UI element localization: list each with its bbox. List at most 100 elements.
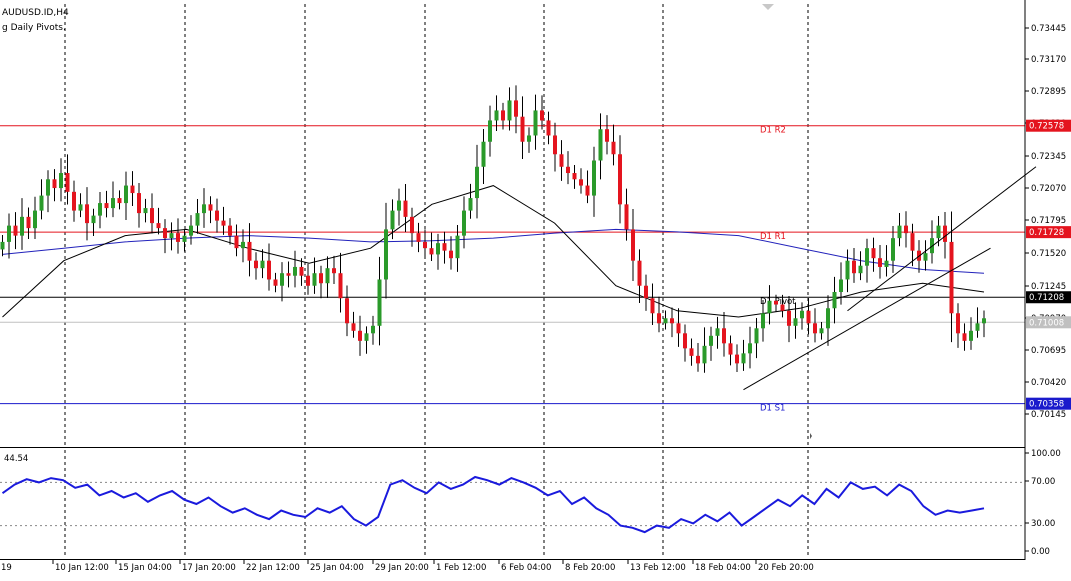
candle-body — [650, 298, 655, 314]
candle-body — [91, 215, 96, 224]
candle-body — [754, 328, 759, 344]
candle-body — [553, 135, 557, 155]
candle — [208, 196, 213, 224]
candle — [455, 225, 460, 272]
candle — [163, 219, 167, 254]
candle — [702, 327, 707, 373]
candle-body — [702, 345, 707, 364]
candle-body — [208, 204, 213, 211]
candle-body — [202, 204, 206, 214]
candle-body — [254, 260, 258, 269]
candle-body — [286, 273, 291, 276]
candle-body — [371, 325, 375, 334]
candle — [332, 255, 336, 284]
candle — [384, 202, 388, 299]
candle-body — [884, 260, 889, 267]
price-tick-label: 0.71520 — [1031, 249, 1066, 259]
candle — [722, 312, 726, 357]
rsi-tick-label: 30.00 — [1031, 519, 1055, 529]
time-tick-label: 10 Jan 12:00 — [55, 563, 109, 573]
time-tick-label: 8 Feb 20:00 — [565, 563, 615, 573]
candle — [221, 206, 226, 235]
candle — [52, 169, 57, 202]
pivot-label: D1 S1 — [760, 404, 785, 414]
candle-body — [780, 304, 785, 311]
candle-body — [540, 110, 544, 121]
candle-body — [709, 335, 713, 346]
candle-body — [748, 343, 752, 354]
candle — [442, 231, 447, 264]
candle — [39, 179, 44, 220]
candle-body — [722, 328, 726, 344]
candle-body — [137, 193, 141, 214]
candle-body — [962, 333, 967, 341]
candle-body — [891, 238, 895, 261]
rsi-line — [1, 475, 985, 534]
candle — [982, 310, 986, 338]
time-tick-label: 15 Jan 04:00 — [118, 563, 172, 573]
candle-body — [293, 266, 297, 276]
candle-body — [527, 135, 531, 142]
candle-body — [332, 268, 336, 274]
candle — [234, 224, 239, 257]
price-tick-label: 0.70420 — [1031, 378, 1066, 388]
candle-body — [384, 229, 388, 280]
pivot-price-tag-text: 0.70358 — [1029, 400, 1064, 410]
candle — [299, 258, 304, 286]
candle — [338, 252, 343, 313]
candle — [865, 238, 869, 283]
candle — [969, 317, 973, 350]
candle — [410, 207, 414, 247]
candle — [280, 262, 284, 302]
candle-body — [72, 191, 76, 211]
candle-body — [481, 141, 486, 167]
candle — [351, 311, 356, 338]
candle — [709, 326, 713, 361]
candle — [169, 222, 174, 251]
candle-body — [462, 210, 466, 236]
candle-body — [566, 166, 570, 174]
candle-body — [865, 248, 869, 266]
candle-body — [878, 258, 882, 267]
current-price-tag-text: 0.71008 — [1029, 318, 1064, 328]
candle — [533, 94, 538, 150]
time-tick-label: 18 Feb 04:00 — [695, 563, 751, 573]
candle — [806, 298, 811, 335]
candle — [293, 250, 297, 288]
candle — [182, 229, 187, 252]
candle — [631, 209, 635, 282]
rsi-tick-label: 0.00 — [1031, 547, 1050, 557]
candle — [104, 190, 109, 218]
pivot-label: D1 R2 — [760, 126, 786, 136]
candle — [579, 168, 583, 194]
candle — [540, 95, 544, 130]
current-price-tag-bg — [1026, 316, 1071, 329]
candle-body — [65, 173, 70, 192]
price-tick-label: 0.72895 — [1031, 87, 1066, 97]
candle-body — [546, 120, 551, 136]
candle-body — [813, 323, 817, 334]
candle — [46, 170, 50, 213]
candle — [611, 124, 616, 166]
candle — [715, 316, 720, 349]
candle-body — [572, 173, 577, 180]
candle — [676, 308, 681, 347]
rsi-tick-label: 100.00 — [1031, 449, 1061, 459]
candle — [852, 248, 856, 283]
candle — [624, 188, 629, 241]
candle-body — [475, 166, 479, 199]
candle-body — [0, 241, 5, 250]
candle — [143, 198, 148, 223]
candle-body — [13, 225, 18, 236]
pivot-label: D1 Pivot — [760, 297, 796, 307]
pivot-price-tag-text: 0.71208 — [1029, 293, 1064, 303]
candle-body — [982, 318, 986, 324]
price-tick-label: 0.71795 — [1031, 216, 1066, 226]
candle — [462, 196, 466, 249]
candle — [312, 257, 317, 294]
candle — [481, 128, 486, 185]
candle — [195, 198, 200, 234]
candle — [826, 295, 830, 346]
candle — [150, 193, 154, 234]
candle-body — [319, 273, 323, 284]
